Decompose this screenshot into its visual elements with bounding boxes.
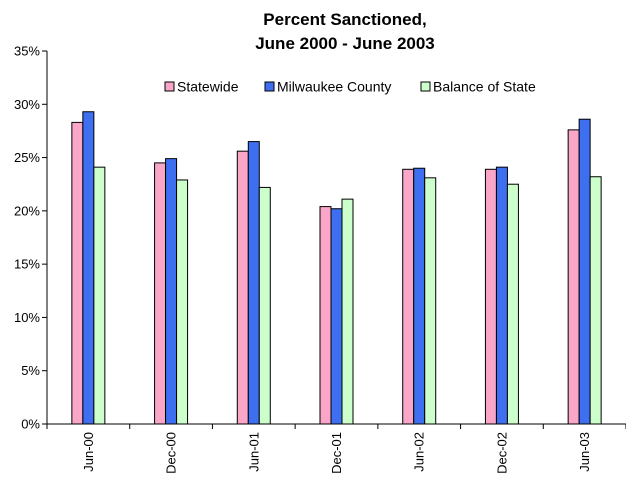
x-tick-label: Jun-02 <box>412 432 427 472</box>
bar-balance-of-state <box>506 183 519 425</box>
bar-balance-of-state <box>93 166 106 425</box>
bars <box>71 111 602 425</box>
y-tick-label: 5% <box>21 363 40 378</box>
bar-statewide <box>71 121 84 425</box>
bar-statewide <box>402 168 415 425</box>
bar-milwaukee-county <box>82 111 95 425</box>
legend-swatch <box>264 81 275 92</box>
y-tick-label: 20% <box>14 203 40 218</box>
y-tick-label: 10% <box>14 310 40 325</box>
x-tick-label: Jun-03 <box>577 432 592 472</box>
bar-balance-of-state <box>424 177 437 425</box>
x-tick-label: Jun-01 <box>246 432 261 472</box>
y-tick-label: 30% <box>14 97 40 112</box>
bar-milwaukee-county <box>247 141 260 425</box>
legend-label: Balance of State <box>433 79 536 95</box>
bar-statewide <box>154 162 167 425</box>
y-tick-label: 25% <box>14 150 40 165</box>
x-axis-ticks: Jun-00 Dec-00 Jun-01 Dec-01 Jun-02 Dec-02 Jun-… <box>46 424 626 474</box>
bar-balance-of-state <box>341 198 354 425</box>
x-tick-label: Dec-02 <box>494 432 509 474</box>
x-tick-label: Jun-00 <box>81 432 96 472</box>
bar-balance-of-state <box>589 176 602 425</box>
legend: Statewide Milwaukee County Balance of Stat… <box>164 79 536 95</box>
bar-milwaukee-county <box>413 167 426 425</box>
y-axis-ticks: 0% 5% 10% 15% 20% 25% 30% 35% <box>14 44 47 432</box>
bar-statewide <box>567 129 580 425</box>
y-tick-label: 15% <box>14 257 40 272</box>
bar-statewide <box>236 150 249 425</box>
bar-milwaukee-county <box>165 158 178 425</box>
bar-milwaukee-county <box>578 118 591 425</box>
x-tick-label: Dec-01 <box>329 432 344 474</box>
bar-balance-of-state <box>176 179 189 425</box>
chart-title: Percent Sanctioned, <box>263 10 426 29</box>
bar-statewide <box>319 206 332 425</box>
legend-swatch <box>164 81 175 92</box>
y-tick-label: 35% <box>14 44 40 59</box>
chart-subtitle: June 2000 - June 2003 <box>255 34 435 53</box>
bar-milwaukee-county <box>330 208 343 425</box>
x-tick-label: Dec-00 <box>164 432 179 474</box>
legend-label: Milwaukee County <box>277 79 391 95</box>
bar-statewide <box>484 168 497 425</box>
legend-swatch <box>420 81 431 92</box>
legend-label: Statewide <box>177 79 239 95</box>
y-tick-label: 0% <box>21 417 40 432</box>
bar-milwaukee-county <box>495 166 508 425</box>
bar-balance-of-state <box>258 186 271 425</box>
